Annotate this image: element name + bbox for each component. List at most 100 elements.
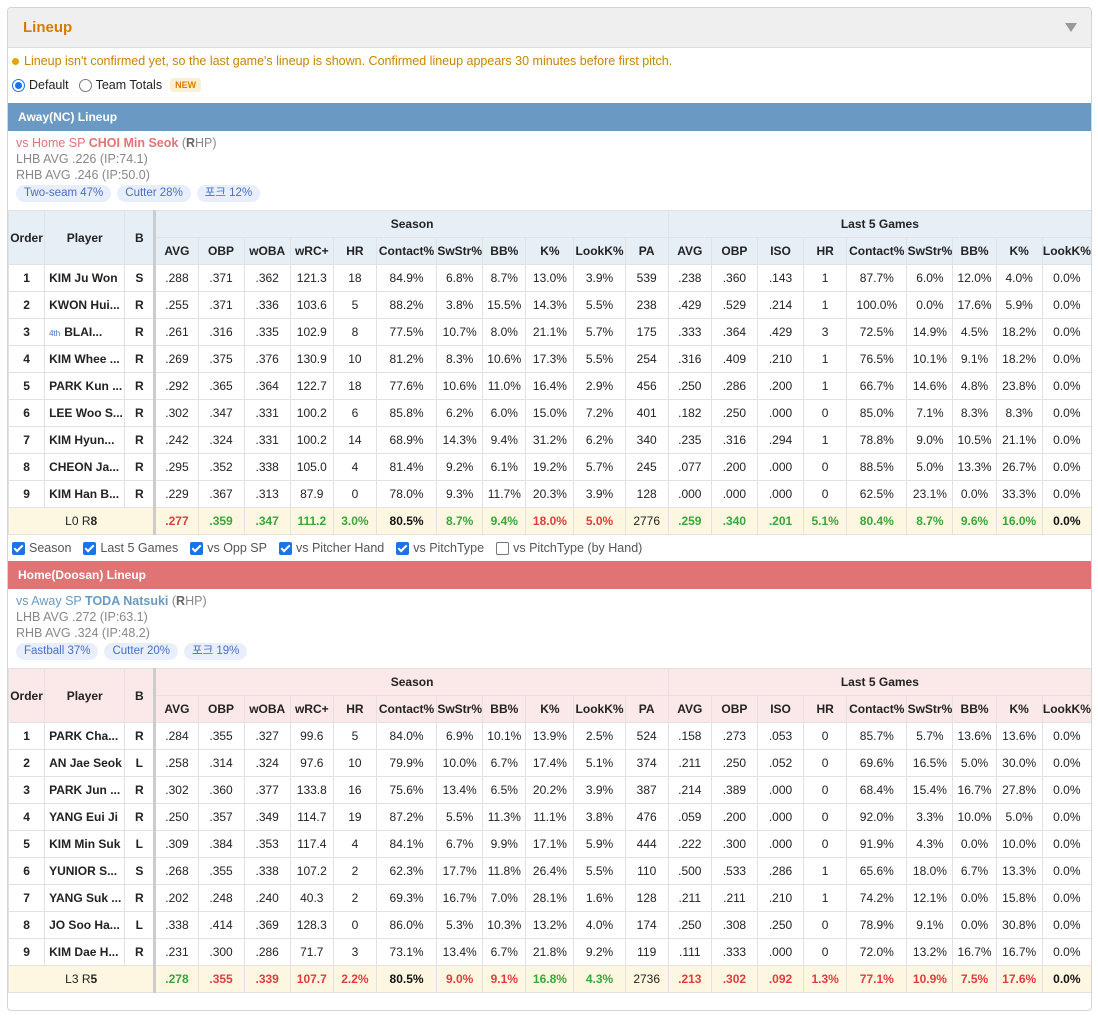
checkbox-checked-icon[interactable] <box>278 541 292 555</box>
filter-checkbox[interactable]: vs Pitcher Hand <box>278 541 384 555</box>
col-last5-stat[interactable]: Contact% <box>846 695 908 723</box>
col-season-stat[interactable]: BB% <box>482 695 527 723</box>
col-season-stat[interactable]: wRC+ <box>289 237 334 265</box>
col-season-stat[interactable]: AVG <box>153 695 199 723</box>
player-cell[interactable]: KIM Min Suk <box>44 830 126 858</box>
checkbox-checked-icon[interactable] <box>396 541 410 555</box>
home-sp-name[interactable]: TODA Natsuki <box>85 594 169 608</box>
player-cell[interactable]: YANG Eui Ji <box>44 803 126 831</box>
player-cell[interactable]: KWON Hui... <box>44 291 126 319</box>
player-name[interactable]: JO Soo Ha... <box>49 918 120 932</box>
player-cell[interactable]: CHEON Ja... <box>44 453 126 481</box>
season-stat-cell: 15.5% <box>482 291 527 319</box>
player-cell[interactable]: LEE Woo S... <box>44 399 126 427</box>
col-last5-stat[interactable]: SwStr% <box>906 237 954 265</box>
col-last5-stat[interactable]: AVG <box>667 237 712 265</box>
col-last5-stat[interactable]: LookK% <box>1041 237 1091 265</box>
player-cell[interactable]: 4th BLAI... <box>44 318 126 346</box>
col-last5-stat[interactable]: OBP <box>710 695 758 723</box>
player-name[interactable]: KIM Ju Won <box>49 271 118 285</box>
filter-checkbox[interactable]: Last 5 Games <box>83 541 178 555</box>
radio-unchecked-icon[interactable] <box>78 78 92 92</box>
col-last5-stat[interactable]: BB% <box>952 237 997 265</box>
player-cell[interactable]: KIM Ju Won <box>44 264 126 292</box>
season-stat-cell: 114.7 <box>289 803 334 831</box>
col-last5-stat[interactable]: SwStr% <box>906 695 954 723</box>
player-cell[interactable]: YANG Suk ... <box>44 884 126 912</box>
col-season-stat[interactable]: K% <box>525 695 575 723</box>
player-cell[interactable]: YUNIOR S... <box>44 857 126 885</box>
player-cell[interactable]: KIM Dae H... <box>44 938 126 966</box>
col-last5-stat[interactable]: ISO <box>756 237 805 265</box>
mode-default-radio[interactable]: Default <box>12 78 69 92</box>
player-name[interactable]: AN Jae Seok <box>49 756 122 770</box>
chevron-down-icon[interactable] <box>1065 23 1077 32</box>
col-season-stat[interactable]: HR <box>332 695 377 723</box>
col-season-stat[interactable]: OBP <box>197 237 245 265</box>
col-last5-stat[interactable]: K% <box>995 237 1043 265</box>
col-season-stat[interactable]: HR <box>332 237 377 265</box>
bat-hand: L <box>124 911 156 939</box>
player-cell[interactable]: KIM Han B... <box>44 480 126 508</box>
col-season-stat[interactable]: PA <box>624 695 669 723</box>
col-season-stat[interactable]: SwStr% <box>436 695 484 723</box>
col-last5-stat[interactable]: K% <box>995 695 1043 723</box>
player-name[interactable]: YANG Suk ... <box>49 891 122 905</box>
checkbox-checked-icon[interactable] <box>190 541 204 555</box>
col-last5-stat[interactable]: AVG <box>667 695 712 723</box>
player-cell[interactable]: JO Soo Ha... <box>44 911 126 939</box>
player-name[interactable]: YUNIOR S... <box>49 864 118 878</box>
col-last5-stat[interactable]: BB% <box>952 695 997 723</box>
player-cell[interactable]: KIM Whee ... <box>44 345 126 373</box>
col-season-stat[interactable]: wOBA <box>243 695 291 723</box>
player-name[interactable]: PARK Cha... <box>49 729 119 743</box>
player-name[interactable]: YANG Eui Ji <box>49 810 119 824</box>
player-cell[interactable]: PARK Cha... <box>44 722 126 750</box>
player-cell[interactable]: PARK Jun ... <box>44 776 126 804</box>
col-season-stat[interactable]: Contact% <box>375 237 438 265</box>
player-name[interactable]: PARK Jun ... <box>49 783 121 797</box>
mode-team-totals-radio[interactable]: Team Totals <box>78 78 162 92</box>
col-season-stat[interactable]: wRC+ <box>289 695 334 723</box>
player-name[interactable]: KIM Whee ... <box>49 352 120 366</box>
player-name[interactable]: KIM Han B... <box>49 487 120 501</box>
player-name[interactable]: BLAI... <box>64 325 103 339</box>
checkbox-checked-icon[interactable] <box>12 541 25 555</box>
player-name[interactable]: KWON Hui... <box>49 298 120 312</box>
filter-checkbox[interactable]: vs PitchType (by Hand) <box>496 541 642 555</box>
player-cell[interactable]: AN Jae Seok <box>44 749 126 777</box>
player-name[interactable]: KIM Dae H... <box>49 945 119 959</box>
filter-checkbox[interactable]: vs Opp SP <box>190 541 267 555</box>
radio-checked-icon[interactable] <box>12 78 25 92</box>
col-last5-stat[interactable]: HR <box>803 695 848 723</box>
col-season-stat[interactable]: LookK% <box>573 237 626 265</box>
player-name[interactable]: KIM Min Suk <box>49 837 121 851</box>
col-season-stat[interactable]: BB% <box>482 237 527 265</box>
player-name[interactable]: KIM Hyun... <box>49 433 115 447</box>
player-name[interactable]: CHEON Ja... <box>49 460 120 474</box>
col-season-stat[interactable]: AVG <box>153 237 199 265</box>
col-season-stat[interactable]: OBP <box>197 695 245 723</box>
col-last5-stat[interactable]: LookK% <box>1041 695 1091 723</box>
player-cell[interactable]: PARK Kun ... <box>44 372 126 400</box>
col-season-stat[interactable]: wOBA <box>243 237 291 265</box>
col-season-stat[interactable]: LookK% <box>573 695 626 723</box>
filter-checkbox[interactable]: Season <box>12 541 71 555</box>
player-name[interactable]: LEE Woo S... <box>49 406 123 420</box>
col-last5-stat[interactable]: HR <box>803 237 848 265</box>
player-cell[interactable]: KIM Hyun... <box>44 426 126 454</box>
col-season-stat[interactable]: K% <box>525 237 575 265</box>
col-season-stat[interactable]: PA <box>624 237 669 265</box>
checkbox-checked-icon[interactable] <box>83 541 97 555</box>
checkbox-unchecked-icon[interactable] <box>496 541 510 555</box>
panel-header[interactable]: Lineup <box>8 8 1091 48</box>
col-season-stat[interactable]: Contact% <box>375 695 438 723</box>
filter-checkbox[interactable]: vs PitchType <box>396 541 484 555</box>
last5-stat-cell: 0.0% <box>1041 318 1091 346</box>
player-name[interactable]: PARK Kun ... <box>49 379 123 393</box>
col-last5-stat[interactable]: OBP <box>710 237 758 265</box>
col-last5-stat[interactable]: Contact% <box>846 237 908 265</box>
away-sp-name[interactable]: CHOI Min Seok <box>88 136 179 150</box>
col-season-stat[interactable]: SwStr% <box>436 237 484 265</box>
col-last5-stat[interactable]: ISO <box>756 695 805 723</box>
